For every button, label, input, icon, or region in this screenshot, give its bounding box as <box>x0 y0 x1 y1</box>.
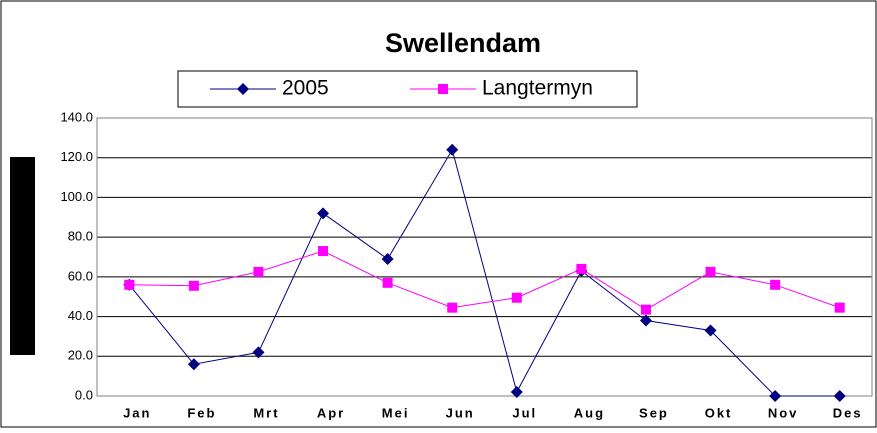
legend-marker <box>438 84 448 94</box>
y-tick-label: 20.0 <box>68 348 93 363</box>
legend-marker <box>237 83 249 95</box>
point-marker <box>770 279 781 290</box>
point-marker <box>447 302 458 313</box>
point-marker <box>834 302 845 313</box>
y-tick-label: 140.0 <box>60 109 93 124</box>
x-tick-label: Apr <box>317 405 345 420</box>
x-tick-label: Jul <box>512 405 537 420</box>
y-tick-label: 40.0 <box>68 308 93 323</box>
point-marker <box>187 358 200 371</box>
point-marker <box>253 266 264 277</box>
point-marker <box>381 252 394 265</box>
y-tick-label: 100.0 <box>60 189 93 204</box>
point-marker <box>640 304 651 315</box>
legend-label: Langtermyn <box>482 77 593 100</box>
redacted-axis-label <box>10 157 35 355</box>
series-line <box>129 250 840 311</box>
y-tick-label: 60.0 <box>68 268 93 283</box>
point-marker <box>124 279 135 290</box>
series-line <box>128 148 840 397</box>
point-marker <box>639 314 652 327</box>
point-marker <box>704 324 717 337</box>
x-tick-label: Jun <box>446 405 475 420</box>
x-tick-label: Mrt <box>253 405 279 420</box>
x-tick-label: Okt <box>705 405 733 420</box>
point-marker <box>511 292 522 303</box>
point-marker <box>833 390 846 402</box>
point-marker <box>769 390 782 402</box>
point-marker <box>382 277 393 288</box>
point-marker <box>510 386 523 399</box>
x-tick-label: Nov <box>768 405 799 420</box>
point-marker <box>317 207 330 220</box>
plot-area <box>96 117 873 397</box>
x-tick-label: Des <box>833 405 863 420</box>
point-marker <box>705 266 716 277</box>
x-tick-label: Jan <box>123 405 151 420</box>
point-marker <box>318 246 329 257</box>
y-tick-label: 120.0 <box>60 149 93 164</box>
point-marker <box>252 346 265 359</box>
x-tick-label: Aug <box>574 405 605 420</box>
point-marker <box>446 143 459 156</box>
legend-label: 2005 <box>282 77 329 100</box>
y-tick-label: 80.0 <box>68 229 93 244</box>
y-tick-label: 0.0 <box>75 387 93 402</box>
x-tick-label: Feb <box>187 405 216 420</box>
point-marker <box>188 280 199 291</box>
chart-title: Swellendam <box>385 28 541 58</box>
x-tick-label: Sep <box>639 405 669 420</box>
x-tick-label: Mei <box>382 405 410 420</box>
point-marker <box>576 263 587 274</box>
